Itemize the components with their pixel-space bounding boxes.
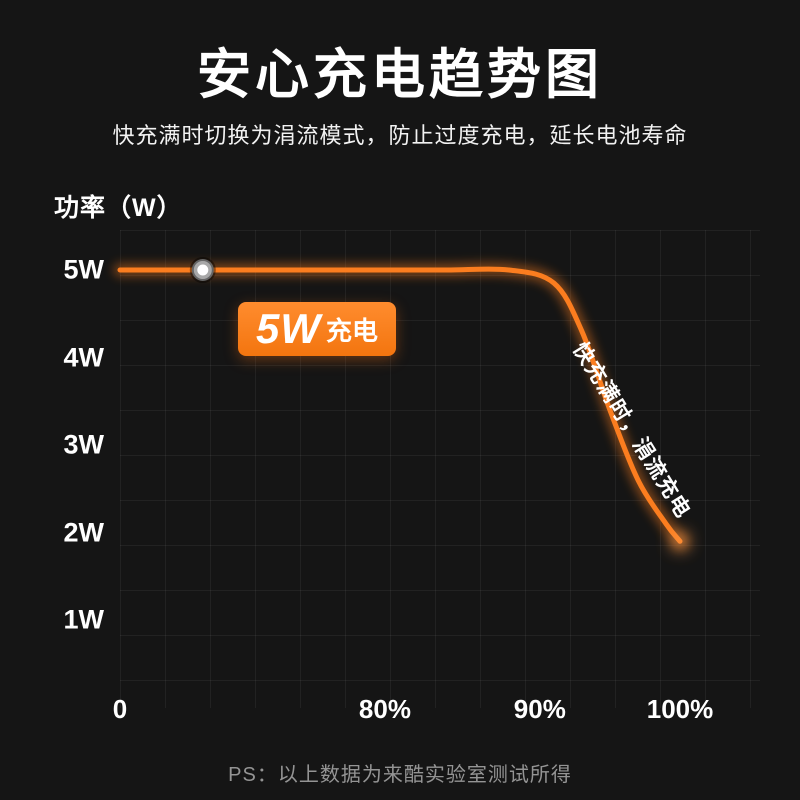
x-tick-label: 80% bbox=[358, 694, 411, 724]
y-tick-label: 3W bbox=[63, 429, 105, 460]
y-tick-label: 5W bbox=[63, 254, 105, 285]
badge-power-value: 5W bbox=[256, 305, 321, 352]
power-line bbox=[117, 266, 683, 544]
plot-area: 5W 充电 快充满时，涓流充电 bbox=[113, 230, 760, 708]
y-tick-label: 1W bbox=[63, 604, 105, 635]
line-chart-svg bbox=[113, 257, 689, 551]
chart-subtitle: 快充满时切换为涓流模式，防止过度充电，延长电池寿命 bbox=[112, 123, 688, 148]
x-axis: 0 80% 90% 100% bbox=[113, 694, 760, 730]
line-end-glow bbox=[671, 532, 689, 551]
line-start-marker bbox=[189, 257, 216, 283]
y-tick-label: 2W bbox=[63, 517, 105, 547]
x-tick-label: 100% bbox=[646, 694, 714, 724]
power-badge: 5W 充电 bbox=[238, 302, 397, 356]
x-tick-label: 90% bbox=[513, 694, 566, 724]
y-tick-label: 4W bbox=[63, 342, 105, 372]
y-axis: 5W 4W 3W 2W 1W bbox=[0, 230, 112, 708]
footer-note: PS：以上数据为来酷实验室测试所得 bbox=[228, 764, 572, 786]
y-axis-title: 功率（W） bbox=[54, 194, 183, 222]
chart-title: 安心充电趋势图 bbox=[197, 45, 603, 105]
badge-power-label: 充电 bbox=[326, 315, 379, 346]
marker-dot bbox=[197, 264, 209, 276]
power-line-glow bbox=[113, 262, 687, 548]
x-tick-label: 0 bbox=[112, 694, 128, 724]
